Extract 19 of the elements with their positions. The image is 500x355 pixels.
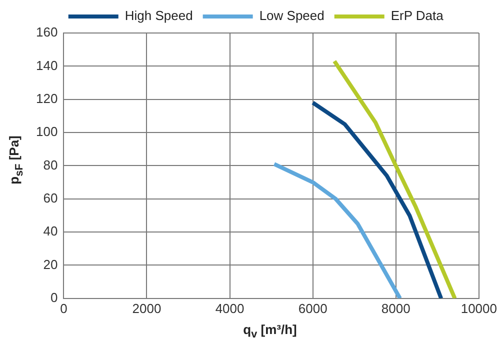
legend-label: Low Speed — [259, 8, 324, 24]
legend-label: ErP Data — [390, 8, 444, 24]
y-tick-label: 60 — [43, 190, 58, 206]
x-tick-label: 4000 — [215, 300, 244, 316]
legend-label: High Speed — [124, 8, 193, 24]
y-tick-label: 80 — [43, 157, 58, 172]
x-tick-label: 2000 — [132, 300, 162, 316]
x-tick-label: 10000 — [460, 300, 498, 316]
x-tick-label: 6000 — [298, 300, 328, 316]
x-tick-label: 0 — [60, 300, 68, 316]
y-tick-label: 100 — [36, 124, 58, 140]
y-tick-label: 40 — [43, 224, 58, 239]
y-tick-label: 160 — [36, 24, 58, 40]
y-tick-label: 20 — [43, 256, 58, 272]
x-axis-title: q$_{v}$ [m³/h] — [242, 322, 298, 341]
x-tick-label: 8000 — [381, 300, 410, 316]
y-tick-label: 0 — [50, 290, 58, 305]
y-tick-label: 140 — [36, 58, 58, 73]
y-tick-label: 120 — [36, 90, 58, 106]
